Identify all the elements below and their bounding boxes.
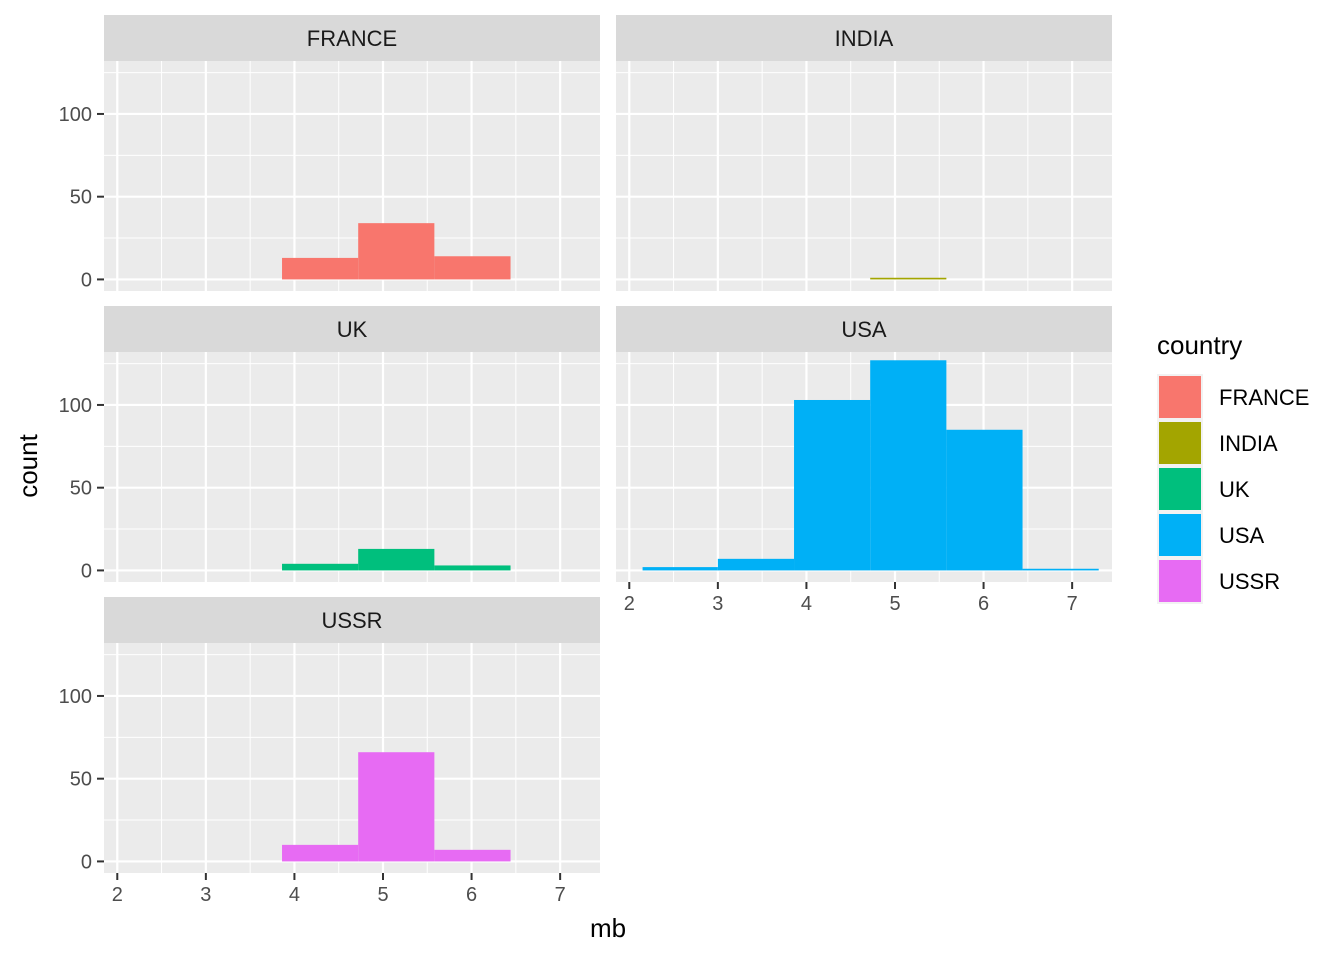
facet-strip-label: FRANCE xyxy=(307,26,397,51)
plot-background xyxy=(104,61,600,291)
legend-swatch-uk xyxy=(1159,468,1201,510)
histogram-bar-uk xyxy=(282,563,359,571)
facet-strip xyxy=(616,15,1112,61)
y-tick-label: 50 xyxy=(70,187,92,209)
histogram-bar-ussr xyxy=(358,752,435,862)
x-tick-label: 3 xyxy=(200,884,211,906)
y-tick-label: 100 xyxy=(59,395,92,417)
x-tick-label: 4 xyxy=(801,593,812,615)
facet-strip-label: USA xyxy=(841,317,887,342)
facet-strip xyxy=(616,306,1112,352)
x-tick-label: 2 xyxy=(112,884,123,906)
x-tick-label: 2 xyxy=(624,593,635,615)
facet-panel-usa: USA xyxy=(616,306,1112,582)
histogram-bar-india xyxy=(870,277,947,280)
legend-label: INDIA xyxy=(1219,431,1278,456)
y-axis-title: count xyxy=(13,433,43,497)
y-tick-label: 0 xyxy=(81,560,92,582)
legend-swatch-ussr xyxy=(1159,560,1201,602)
facet-strip xyxy=(104,306,600,352)
x-tick-label: 6 xyxy=(978,593,989,615)
histogram-bar-france xyxy=(282,257,359,280)
facet-panel-india: INDIA xyxy=(616,15,1112,291)
histogram-bar-usa xyxy=(794,399,871,571)
x-tick-label: 3 xyxy=(712,593,723,615)
plot-background xyxy=(104,352,600,582)
x-tick-label: 4 xyxy=(289,884,300,906)
plot-background xyxy=(104,643,600,873)
facet-panel-france: FRANCE xyxy=(104,15,600,291)
facets: FRANCE INDIA UK USA USSR xyxy=(104,15,1112,873)
histogram-bar-ussr xyxy=(434,849,511,862)
x-tick-label: 5 xyxy=(889,593,900,615)
facet-panel-uk: UK xyxy=(104,306,600,582)
histogram-bar-usa xyxy=(946,429,1023,571)
x-tick-label: 7 xyxy=(1067,593,1078,615)
facet-strip-label: USSR xyxy=(321,608,382,633)
legend-swatch-india xyxy=(1159,422,1201,464)
facet-strip xyxy=(104,597,600,643)
y-tick-label: 50 xyxy=(70,478,92,500)
histogram-bar-usa xyxy=(1022,568,1099,571)
legend-label: USA xyxy=(1219,523,1265,548)
legend-swatch-france xyxy=(1159,376,1201,418)
legend-label: USSR xyxy=(1219,569,1280,594)
histogram-bar-france xyxy=(434,256,511,280)
y-tick-label: 100 xyxy=(59,104,92,126)
facet-strip-label: INDIA xyxy=(835,26,894,51)
histogram-bar-france xyxy=(358,223,435,280)
facet-strip xyxy=(104,15,600,61)
legend-swatch-usa xyxy=(1159,514,1201,556)
y-tick-label: 100 xyxy=(59,686,92,708)
x-tick-label: 7 xyxy=(555,884,566,906)
legend: country FRANCE INDIA UK USA USSR xyxy=(1157,330,1309,604)
x-tick-label: 5 xyxy=(377,884,388,906)
histogram-bar-ussr xyxy=(282,844,359,862)
x-tick-label: 6 xyxy=(466,884,477,906)
axes: 0 50 100 0 50 100 2 3 4 5 6 7 0 50 100 2 3 4 5 6 7 xyxy=(59,104,1078,906)
facet-panel-ussr: USSR xyxy=(104,597,600,873)
histogram-bar-uk xyxy=(434,565,511,571)
facet-strip-label: UK xyxy=(337,317,368,342)
plot-background xyxy=(616,61,1112,291)
y-tick-label: 0 xyxy=(81,851,92,873)
y-tick-label: 0 xyxy=(81,269,92,291)
y-tick-label: 50 xyxy=(70,769,92,791)
histogram-bar-usa xyxy=(717,558,795,571)
histogram-bar-usa xyxy=(870,360,947,571)
legend-title: country xyxy=(1157,330,1242,360)
histogram-bar-usa xyxy=(642,567,718,571)
histogram-bar-uk xyxy=(358,548,435,571)
x-axis-title: mb xyxy=(590,913,626,943)
legend-label: UK xyxy=(1219,477,1250,502)
legend-label: FRANCE xyxy=(1219,385,1309,410)
